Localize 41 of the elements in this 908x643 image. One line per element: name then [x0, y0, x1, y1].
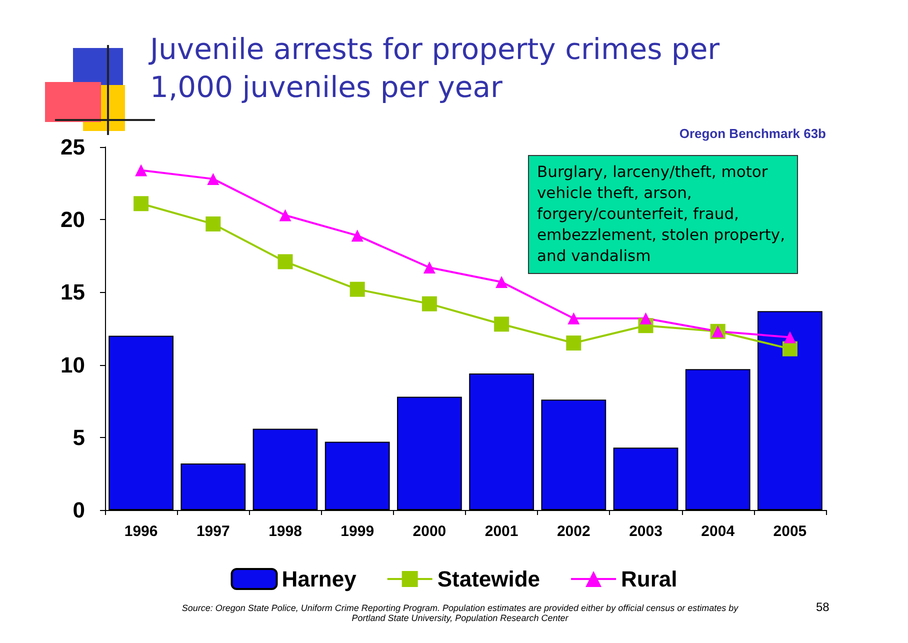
point [134, 196, 149, 212]
y-tick-label: 20 [60, 207, 85, 232]
x-tick-label: 2004 [701, 523, 736, 540]
y-tick-label: 5 [72, 424, 85, 450]
chart-subtitle: Oregon Benchmark 63b [679, 126, 826, 141]
point [278, 254, 293, 270]
y-tick-label: 15 [60, 280, 85, 305]
legend-label: Statewide [437, 566, 540, 592]
x-tick-label: 1999 [340, 523, 374, 540]
point [422, 296, 437, 312]
x-tick-label: 1998 [268, 523, 302, 540]
point [496, 276, 508, 288]
source-note: Source: Oregon State Police, Uniform Crime Reporting Program. Population estimates are provided either by official census or estimates by Portland State University, Population Research Center [180, 603, 740, 623]
text: 58 [816, 600, 830, 614]
point [135, 164, 148, 176]
x-tick-label: 2000 [412, 523, 446, 540]
point [351, 230, 364, 242]
point [782, 341, 798, 356]
x-tick-label: 2003 [629, 523, 662, 540]
point [279, 209, 292, 222]
x-tick-label: 2002 [556, 523, 590, 540]
y-tick-label: 10 [60, 352, 85, 378]
point [350, 282, 365, 297]
point [207, 172, 220, 185]
x-tick-label: 1996 [124, 523, 158, 540]
point [640, 312, 652, 324]
point [568, 312, 580, 324]
y-tick-label: 0 [72, 498, 85, 522]
point [423, 262, 436, 274]
point [494, 316, 510, 332]
point [206, 216, 221, 232]
annotation: Burglary, larceny/theft, motor vehicle theft, arson, forgery/counterfeit, fraud, embezzlement, stolen property, and vandalism [528, 155, 798, 274]
chart-title: Juvenile arrests for property crimes per 1,000 juveniles per year [150, 31, 721, 106]
x-tick-label: 2005 [773, 523, 807, 540]
point [784, 331, 796, 344]
point [566, 336, 582, 351]
legend-label: Harney [282, 566, 358, 592]
legend-label: Rural [621, 566, 678, 592]
x-tick-label: 2001 [484, 523, 518, 540]
x-tick-label: 1997 [196, 523, 230, 540]
y-tick-label: 25 [60, 134, 85, 160]
